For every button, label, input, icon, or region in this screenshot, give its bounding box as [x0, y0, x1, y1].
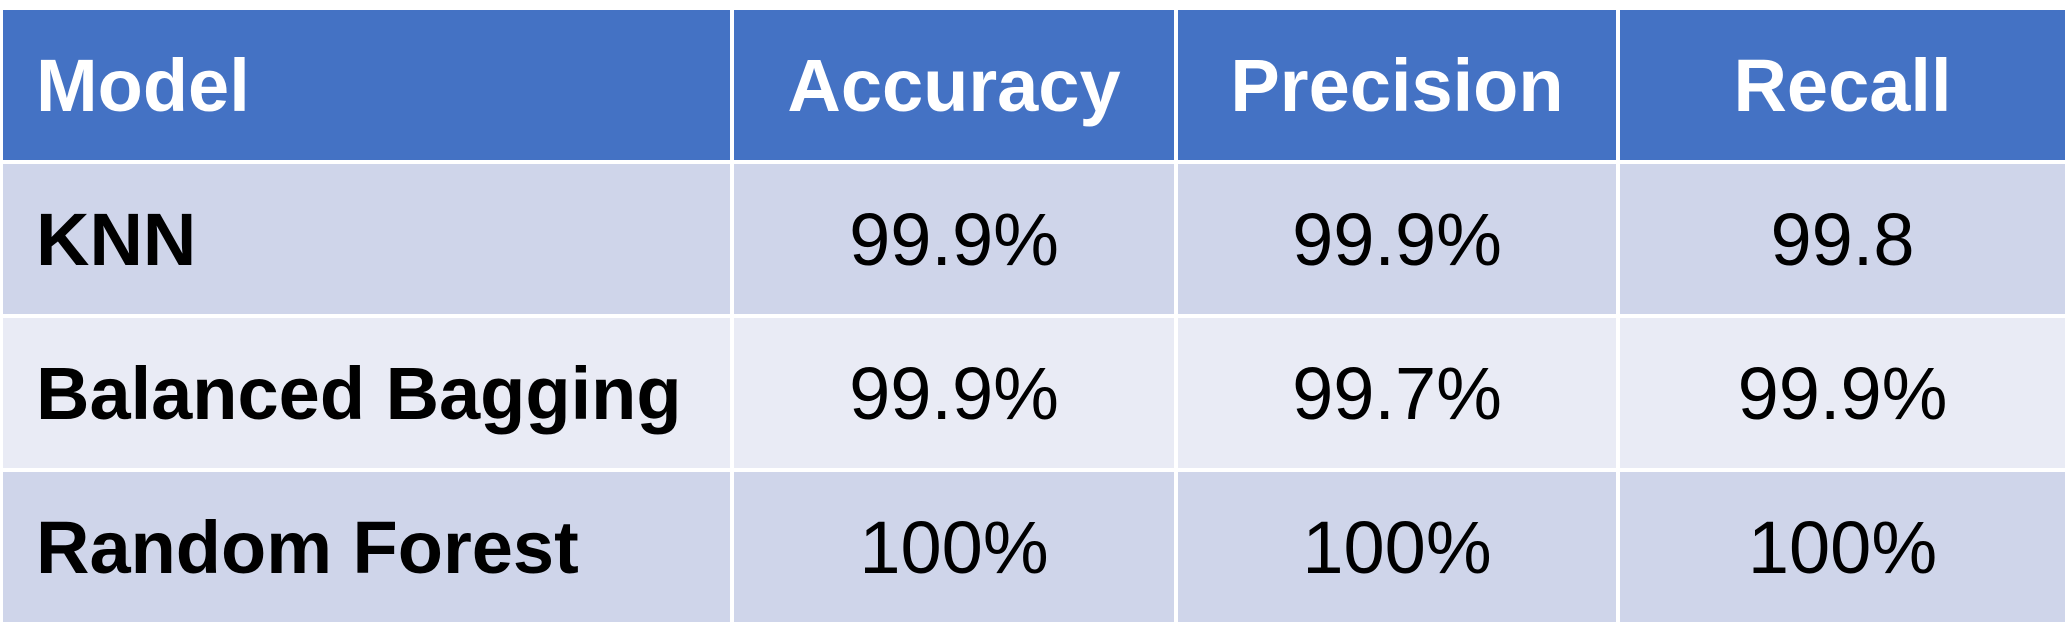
- precision-cell: 99.9%: [1174, 160, 1620, 318]
- table-header-row: Model Accuracy Precision Recall: [3, 10, 2065, 164]
- precision-cell: 100%: [1174, 468, 1620, 622]
- recall-cell: 99.8: [1616, 160, 2065, 318]
- column-header-accuracy: Accuracy: [730, 10, 1178, 164]
- recall-cell: 100%: [1616, 468, 2065, 622]
- accuracy-cell: 99.9%: [730, 314, 1178, 472]
- model-metrics-table: Model Accuracy Precision Recall KNN 99.9…: [3, 10, 2065, 622]
- column-header-model: Model: [3, 10, 734, 164]
- metrics-table-container: Model Accuracy Precision Recall KNN 99.9…: [3, 10, 2065, 622]
- model-name-cell: Balanced Bagging: [3, 314, 734, 472]
- column-header-recall: Recall: [1616, 10, 2065, 164]
- accuracy-cell: 99.9%: [730, 160, 1178, 318]
- model-name-cell: KNN: [3, 160, 734, 318]
- accuracy-cell: 100%: [730, 468, 1178, 622]
- table-row: KNN 99.9% 99.9% 99.8: [3, 160, 2065, 318]
- column-header-precision: Precision: [1174, 10, 1620, 164]
- table-row: Balanced Bagging 99.9% 99.7% 99.9%: [3, 314, 2065, 472]
- recall-cell: 99.9%: [1616, 314, 2065, 472]
- model-name-cell: Random Forest: [3, 468, 734, 622]
- table-row: Random Forest 100% 100% 100%: [3, 468, 2065, 622]
- precision-cell: 99.7%: [1174, 314, 1620, 472]
